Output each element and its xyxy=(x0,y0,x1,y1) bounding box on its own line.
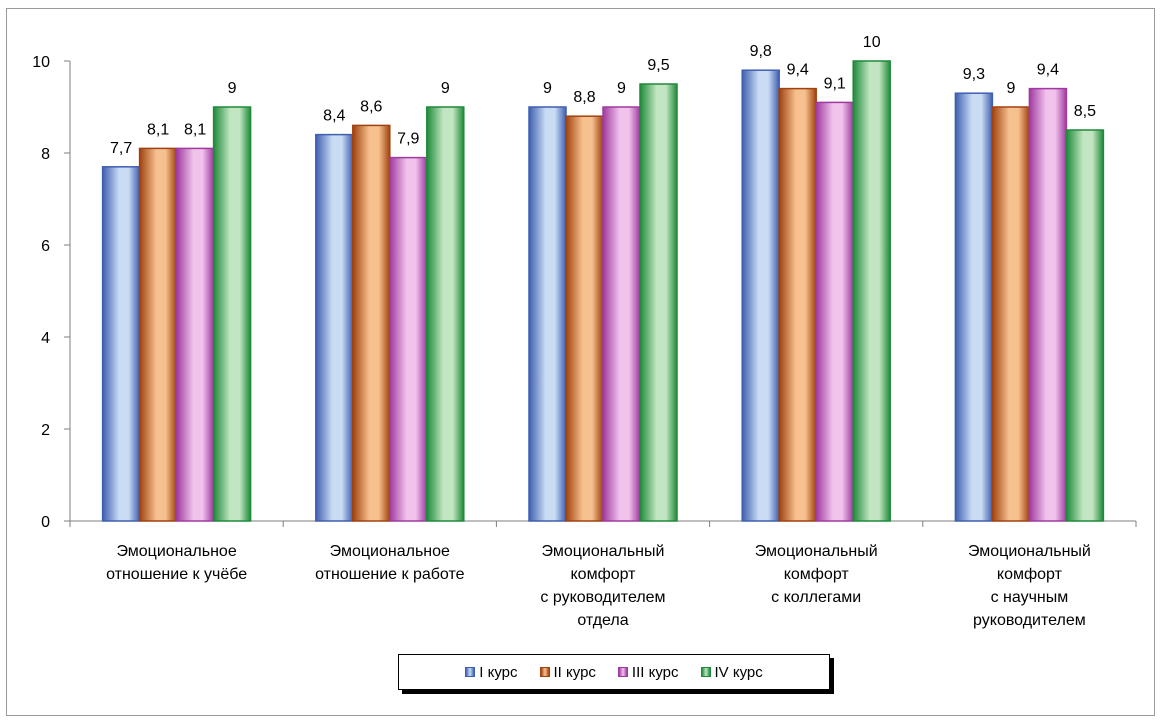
bar xyxy=(602,106,641,522)
category-label-line: Эмоциональный xyxy=(968,543,1091,560)
category-label-line: комфорт xyxy=(570,566,636,583)
category-label-line: комфорт xyxy=(997,566,1063,583)
y-tick-label: 0 xyxy=(41,514,50,531)
legend: I курс II курс III курс IV курс xyxy=(398,654,830,690)
data-label: 9,4 xyxy=(1037,62,1059,79)
category-label-line: отношение к учёбе xyxy=(106,566,247,583)
bar xyxy=(175,147,215,522)
category-label-line: Эмоциональный xyxy=(755,543,878,560)
legend-swatch-series-4 xyxy=(700,667,711,677)
bar xyxy=(138,147,178,522)
bar xyxy=(212,106,252,522)
category-label: Эмоциональный комфорт с руководителем отдел… xyxy=(540,543,665,629)
legend-item: III курс xyxy=(617,663,679,681)
legend-item: II курс xyxy=(539,663,596,681)
data-label: 9,8 xyxy=(750,43,772,60)
legend-swatch-series-1 xyxy=(465,667,476,677)
bar xyxy=(852,60,891,522)
category-label: Эмоциональный комфорт с коллегами xyxy=(755,543,878,606)
category-label-line: отношение к работе xyxy=(315,566,465,583)
data-label: 8,1 xyxy=(147,121,169,138)
bar xyxy=(815,101,854,522)
category-label-line: Эмоциональное xyxy=(116,543,236,560)
data-label: 8,1 xyxy=(184,121,206,138)
category-label-line: с коллегами xyxy=(771,589,861,606)
data-label: 9 xyxy=(228,80,237,97)
legend-item: IV курс xyxy=(700,663,763,681)
y-tick-label: 4 xyxy=(41,330,50,347)
y-tick-label: 6 xyxy=(41,238,50,255)
bar xyxy=(352,124,391,522)
data-label: 9 xyxy=(441,80,450,97)
category-label-line: Эмоциональный xyxy=(542,543,665,560)
legend-item: I курс xyxy=(465,663,518,681)
legend-swatch-series-3 xyxy=(617,667,628,677)
bar xyxy=(389,156,428,522)
labels-group: 7,7 8,1 8,1 9 Эмоциональное отношение к учёбе… xyxy=(106,34,1096,629)
bar xyxy=(778,87,817,522)
bar xyxy=(741,69,780,522)
legend-label-series-4: IV курс xyxy=(714,663,763,681)
bar xyxy=(639,83,678,522)
category-label-line: с руководителем xyxy=(540,589,665,606)
category-label: Эмоциональное отношение к учёбе xyxy=(106,543,247,583)
bar xyxy=(426,106,465,522)
data-label: 8,6 xyxy=(360,98,382,115)
data-label: 9 xyxy=(1006,80,1015,97)
y-tick-label: 10 xyxy=(32,54,50,71)
data-label: 7,9 xyxy=(397,131,419,148)
data-label: 9,5 xyxy=(647,57,669,74)
category-label: Эмоциональный комфорт с научным руководител… xyxy=(968,543,1091,629)
category-label-line: с научным xyxy=(991,589,1069,606)
bar xyxy=(1065,129,1105,522)
data-label: 8,4 xyxy=(323,108,345,125)
legend-label-series-2: II курс xyxy=(553,663,596,681)
data-label: 8,5 xyxy=(1074,103,1096,120)
y-tick-label: 8 xyxy=(41,146,50,163)
data-label: 9 xyxy=(617,80,626,97)
legend-swatch-series-2 xyxy=(539,667,550,677)
data-label: 8,8 xyxy=(573,89,595,106)
category-label-line: Эмоциональное xyxy=(330,543,450,560)
data-label: 9,3 xyxy=(963,66,985,83)
bar xyxy=(315,133,354,522)
bar xyxy=(101,166,141,522)
y-tick-label: 2 xyxy=(41,422,50,439)
bar xyxy=(1028,87,1068,522)
bar xyxy=(991,106,1031,522)
category-label-line: отдела xyxy=(577,612,628,629)
data-label: 9,1 xyxy=(824,75,846,92)
bars-group xyxy=(101,60,1105,522)
bar xyxy=(528,106,567,522)
category-label-line: руководителем xyxy=(973,612,1086,629)
category-label: Эмоциональное отношение к работе xyxy=(315,543,465,583)
bar xyxy=(954,92,994,522)
bar xyxy=(565,115,604,522)
data-label: 9,4 xyxy=(787,62,809,79)
data-label: 10 xyxy=(863,34,881,51)
legend-label-series-1: I курс xyxy=(479,663,518,681)
data-label: 9 xyxy=(543,80,552,97)
category-label-line: комфорт xyxy=(784,566,850,583)
legend-label-series-3: III курс xyxy=(631,663,679,681)
data-label: 7,7 xyxy=(110,140,132,157)
